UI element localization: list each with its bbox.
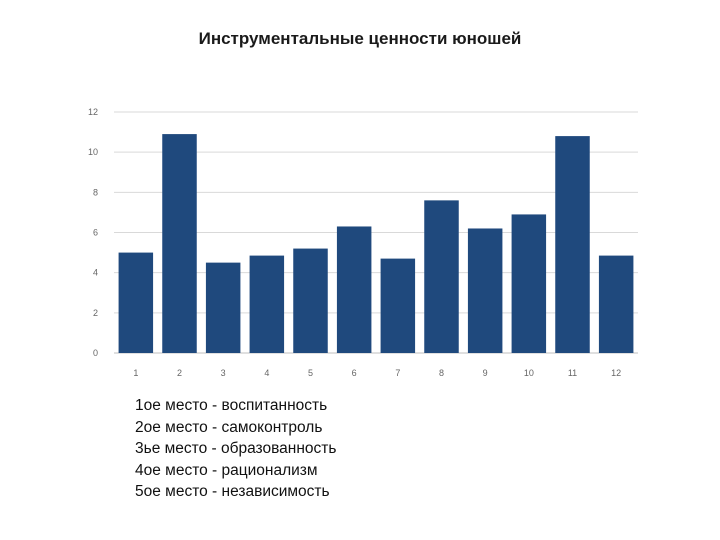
bar-1 bbox=[118, 252, 154, 353]
x-tick-label: 8 bbox=[439, 368, 444, 378]
x-tick-label: 2 bbox=[177, 368, 182, 378]
bar-10 bbox=[511, 214, 547, 353]
x-tick-label: 3 bbox=[221, 368, 226, 378]
x-tick-label: 4 bbox=[264, 368, 269, 378]
y-tick-labels: 0 2 4 6 8 10 12 bbox=[88, 107, 98, 358]
ranking-item-5: 5ое место - независимость bbox=[135, 483, 330, 500]
y-tick-label: 4 bbox=[93, 268, 98, 278]
x-tick-label: 7 bbox=[395, 368, 400, 378]
x-tick-label: 1 bbox=[133, 368, 138, 378]
y-tick-label: 10 bbox=[88, 147, 98, 157]
bar-8 bbox=[424, 200, 459, 353]
ranking-list: 1ое место - воспитанность 2ое место - са… bbox=[135, 395, 336, 503]
bar-12 bbox=[598, 255, 634, 353]
bar-6 bbox=[336, 226, 372, 353]
bar-5 bbox=[293, 248, 328, 353]
bar-3 bbox=[205, 262, 241, 353]
bars bbox=[118, 134, 634, 353]
y-tick-label: 6 bbox=[93, 228, 98, 238]
y-tick-label: 2 bbox=[93, 308, 98, 318]
x-tick-label: 10 bbox=[524, 368, 534, 378]
bar-11 bbox=[555, 136, 590, 353]
x-tick-label: 5 bbox=[308, 368, 313, 378]
x-tick-label: 6 bbox=[352, 368, 357, 378]
x-tick-label: 9 bbox=[483, 368, 488, 378]
y-tick-label: 8 bbox=[93, 187, 98, 197]
bar-7 bbox=[380, 258, 416, 353]
y-tick-label: 12 bbox=[88, 107, 98, 117]
x-tick-labels: 1 2 3 4 5 6 7 8 9 10 11 12 bbox=[133, 368, 621, 378]
x-tick-label: 12 bbox=[611, 368, 621, 378]
x-tick-label: 11 bbox=[568, 368, 577, 378]
ranking-item-4: 4ое место - рационализм bbox=[135, 461, 318, 479]
bar-4 bbox=[249, 255, 285, 353]
chart-title: Инструментальные ценности юношей bbox=[198, 29, 522, 48]
gridlines bbox=[114, 111, 638, 354]
y-tick-label: 0 bbox=[93, 348, 98, 358]
ranking-item-3: 3ье место - образованность bbox=[135, 440, 337, 457]
ranking-item-2: 2ое место - самоконтроль bbox=[135, 418, 323, 436]
bar-9 bbox=[467, 228, 503, 353]
ranking-item-1: 1ое место - воспитанность bbox=[135, 397, 328, 414]
bar-2 bbox=[162, 134, 197, 353]
